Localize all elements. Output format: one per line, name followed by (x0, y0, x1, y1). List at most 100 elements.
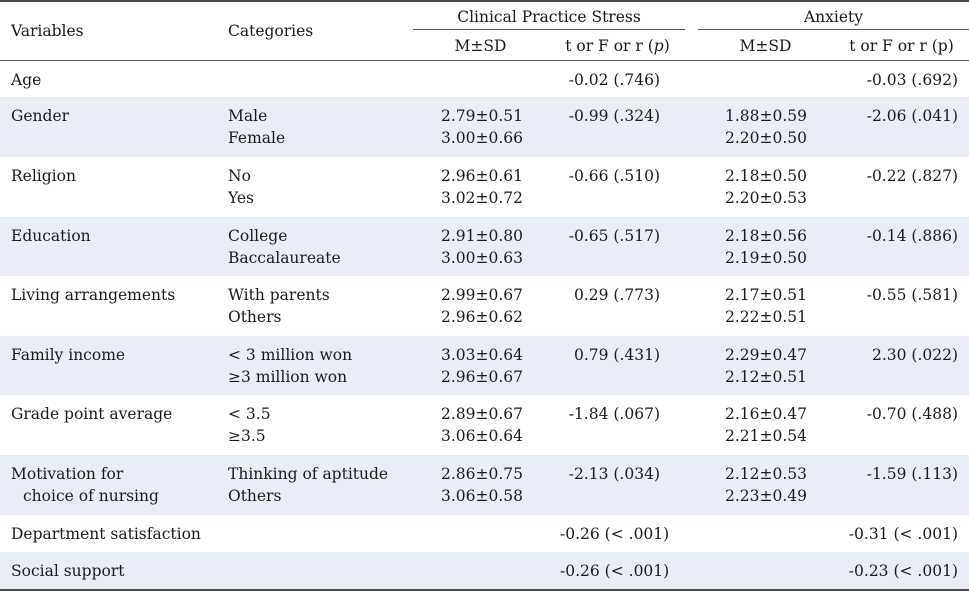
cps-test-cell: -0.99 (.324) (568, 107, 660, 125)
category-cell-line: No (228, 167, 251, 185)
anx-msd-cell-line: 2.18±0.56 (724, 227, 807, 245)
table-header: Variables Categories Clinical Practice S… (0, 2, 969, 60)
cps-test-cell: -0.02 (.746) (568, 71, 660, 89)
anx-msd-cell-line: 2.21±0.54 (724, 427, 807, 445)
cps-msd-cell-line: 2.96±0.67 (440, 368, 523, 386)
anx-msd-cell: 2.29±0.47 2.12±0.51 (700, 344, 807, 388)
variable-cell: Gender (11, 105, 69, 127)
category-cell: Thinking of aptitude Others (228, 463, 388, 507)
header-anx-msd: M±SD (739, 37, 792, 55)
cps-test-cell: -0.66 (.510) (568, 167, 660, 185)
cps-msd-cell-line: 2.79±0.51 (440, 107, 523, 125)
header-variables: Variables (11, 22, 84, 40)
cps-msd-cell-line: 2.86±0.75 (440, 465, 523, 483)
table-row: Motivation for choice of nursing Thinking … (0, 455, 969, 515)
variable-cell: Family income (11, 344, 125, 366)
anx-msd-cell: 2.16±0.47 2.21±0.54 (700, 403, 807, 447)
anx-test-cell: -0.55 (.581) (866, 286, 958, 304)
category-cell: With parents Others (228, 284, 330, 328)
cps-msd-cell-line: 2.91±0.80 (440, 227, 523, 245)
anx-msd-cell: 2.17±0.51 2.22±0.51 (700, 284, 807, 328)
anx-test-cell: -0.03 (.692) (866, 71, 958, 89)
cps-test-cell: -1.84 (.067) (568, 405, 660, 423)
table-row: Department satisfaction -0.26 (< .001) -0.… (0, 515, 969, 552)
category-cell-line: < 3 million won (228, 346, 353, 364)
anx-msd-cell-line: 2.18±0.50 (724, 167, 807, 185)
category-cell-line: Others (228, 487, 282, 505)
variable-cell-line: Motivation for (11, 465, 124, 483)
category-cell-line: Male (228, 107, 268, 125)
header-cps-msd: M±SD (454, 37, 507, 55)
anx-msd-cell-line: 2.12±0.51 (724, 368, 807, 386)
header-anx-test: t or F or r (p) (849, 37, 954, 55)
cps-test-cell: -0.26 (< .001) (560, 525, 670, 543)
header-group1-rule (413, 29, 685, 30)
variable-cell-line: Family income (11, 346, 126, 364)
variable-cell-line: Gender (11, 107, 70, 125)
variable-cell: Age (11, 69, 41, 91)
variable-cell: Religion (11, 165, 76, 187)
anx-test-cell: -0.23 (< .001) (848, 562, 958, 580)
category-cell: College Baccalaureate (228, 225, 341, 269)
cps-msd-cell: 2.89±0.67 3.06±0.64 (415, 403, 523, 447)
anx-msd-cell-line: 2.17±0.51 (724, 286, 807, 304)
cps-msd-cell: 2.79±0.51 3.00±0.66 (415, 105, 523, 149)
table-row: Family income < 3 million won ≥3 million w… (0, 336, 969, 395)
category-cell-line: With parents (228, 286, 330, 304)
table-top-rule (0, 0, 969, 2)
variable-cell-line: Department satisfaction (11, 525, 201, 543)
table-row: Age -0.02 (.746) -0.03 (.692) (0, 61, 969, 97)
table-row: Living arrangements With parents Others 2.9… (0, 276, 969, 336)
variable-cell-line: Age (11, 71, 42, 89)
header-cps-test: t or F or r (p) (565, 37, 670, 55)
header-group2-rule (698, 29, 969, 30)
cps-msd-cell: 2.99±0.67 2.96±0.62 (415, 284, 523, 328)
header-bottom-rule (0, 60, 969, 61)
anx-test-cell: -0.14 (.886) (866, 227, 958, 245)
table-row: Grade point average < 3.5 ≥3.5 2.89±0.67 3.0… (0, 395, 969, 455)
cps-test-cell: -0.26 (< .001) (560, 562, 670, 580)
variable-cell: Department satisfaction (11, 523, 201, 545)
cps-test-cell: -0.65 (.517) (568, 227, 660, 245)
cps-msd-cell-line: 3.03±0.64 (440, 346, 523, 364)
category-cell-line: Thinking of aptitude (228, 465, 389, 483)
cps-test-cell: 0.79 (.431) (573, 346, 660, 364)
header-group-anxiety: Anxiety (803, 8, 864, 26)
anx-test-cell: -0.22 (.827) (866, 167, 958, 185)
cps-msd-cell-line: 3.02±0.72 (440, 189, 523, 207)
variable-cell: Living arrangements (11, 284, 175, 306)
anx-msd-cell: 2.18±0.56 2.19±0.50 (700, 225, 807, 269)
category-cell-line: ≥3 million won (228, 368, 348, 386)
anx-test-cell: -0.31 (< .001) (848, 525, 958, 543)
header-group-clinical-practice-stress: Clinical Practice Stress (457, 8, 641, 26)
category-cell-line: Others (228, 308, 282, 326)
variable-cell-line: Education (11, 227, 91, 245)
category-cell-line: Female (228, 129, 286, 147)
cps-msd-cell-line: 3.00±0.66 (440, 129, 523, 147)
anx-test-cell: -0.70 (.488) (866, 405, 958, 423)
anx-msd-cell-line: 2.12±0.53 (724, 465, 807, 483)
cps-msd-cell-line: 3.06±0.64 (440, 427, 523, 445)
anx-msd-cell-line: 2.20±0.50 (724, 129, 807, 147)
variable-cell: Grade point average (11, 403, 172, 425)
anx-test-cell: 2.30 (.022) (871, 346, 958, 364)
header-categories: Categories (228, 22, 314, 40)
anx-msd-cell-line: 2.19±0.50 (724, 249, 807, 267)
category-cell: Male Female (228, 105, 285, 149)
variable-cell: Education (11, 225, 91, 247)
anx-msd-cell-line: 2.22±0.51 (724, 308, 807, 326)
category-cell: No Yes (228, 165, 254, 209)
cps-msd-cell-line: 2.99±0.67 (440, 286, 523, 304)
table-row: Religion No Yes 2.96±0.61 3.02±0.72 -0.66 (.5… (0, 157, 969, 217)
table-bottom-rule (0, 589, 969, 591)
anx-msd-cell-line: 2.20±0.53 (724, 189, 807, 207)
cps-msd-cell-line: 2.96±0.62 (440, 308, 523, 326)
cps-msd-cell-line: 3.00±0.63 (440, 249, 523, 267)
anx-msd-cell: 1.88±0.59 2.20±0.50 (700, 105, 807, 149)
variable-cell: Social support (11, 560, 124, 582)
anx-msd-cell: 2.12±0.53 2.23±0.49 (700, 463, 807, 507)
table-row: Education College Baccalaureate 2.91±0.80 3.… (0, 217, 969, 276)
cps-msd-cell: 2.86±0.75 3.06±0.58 (415, 463, 523, 507)
anx-test-cell: -2.06 (.041) (866, 107, 958, 125)
